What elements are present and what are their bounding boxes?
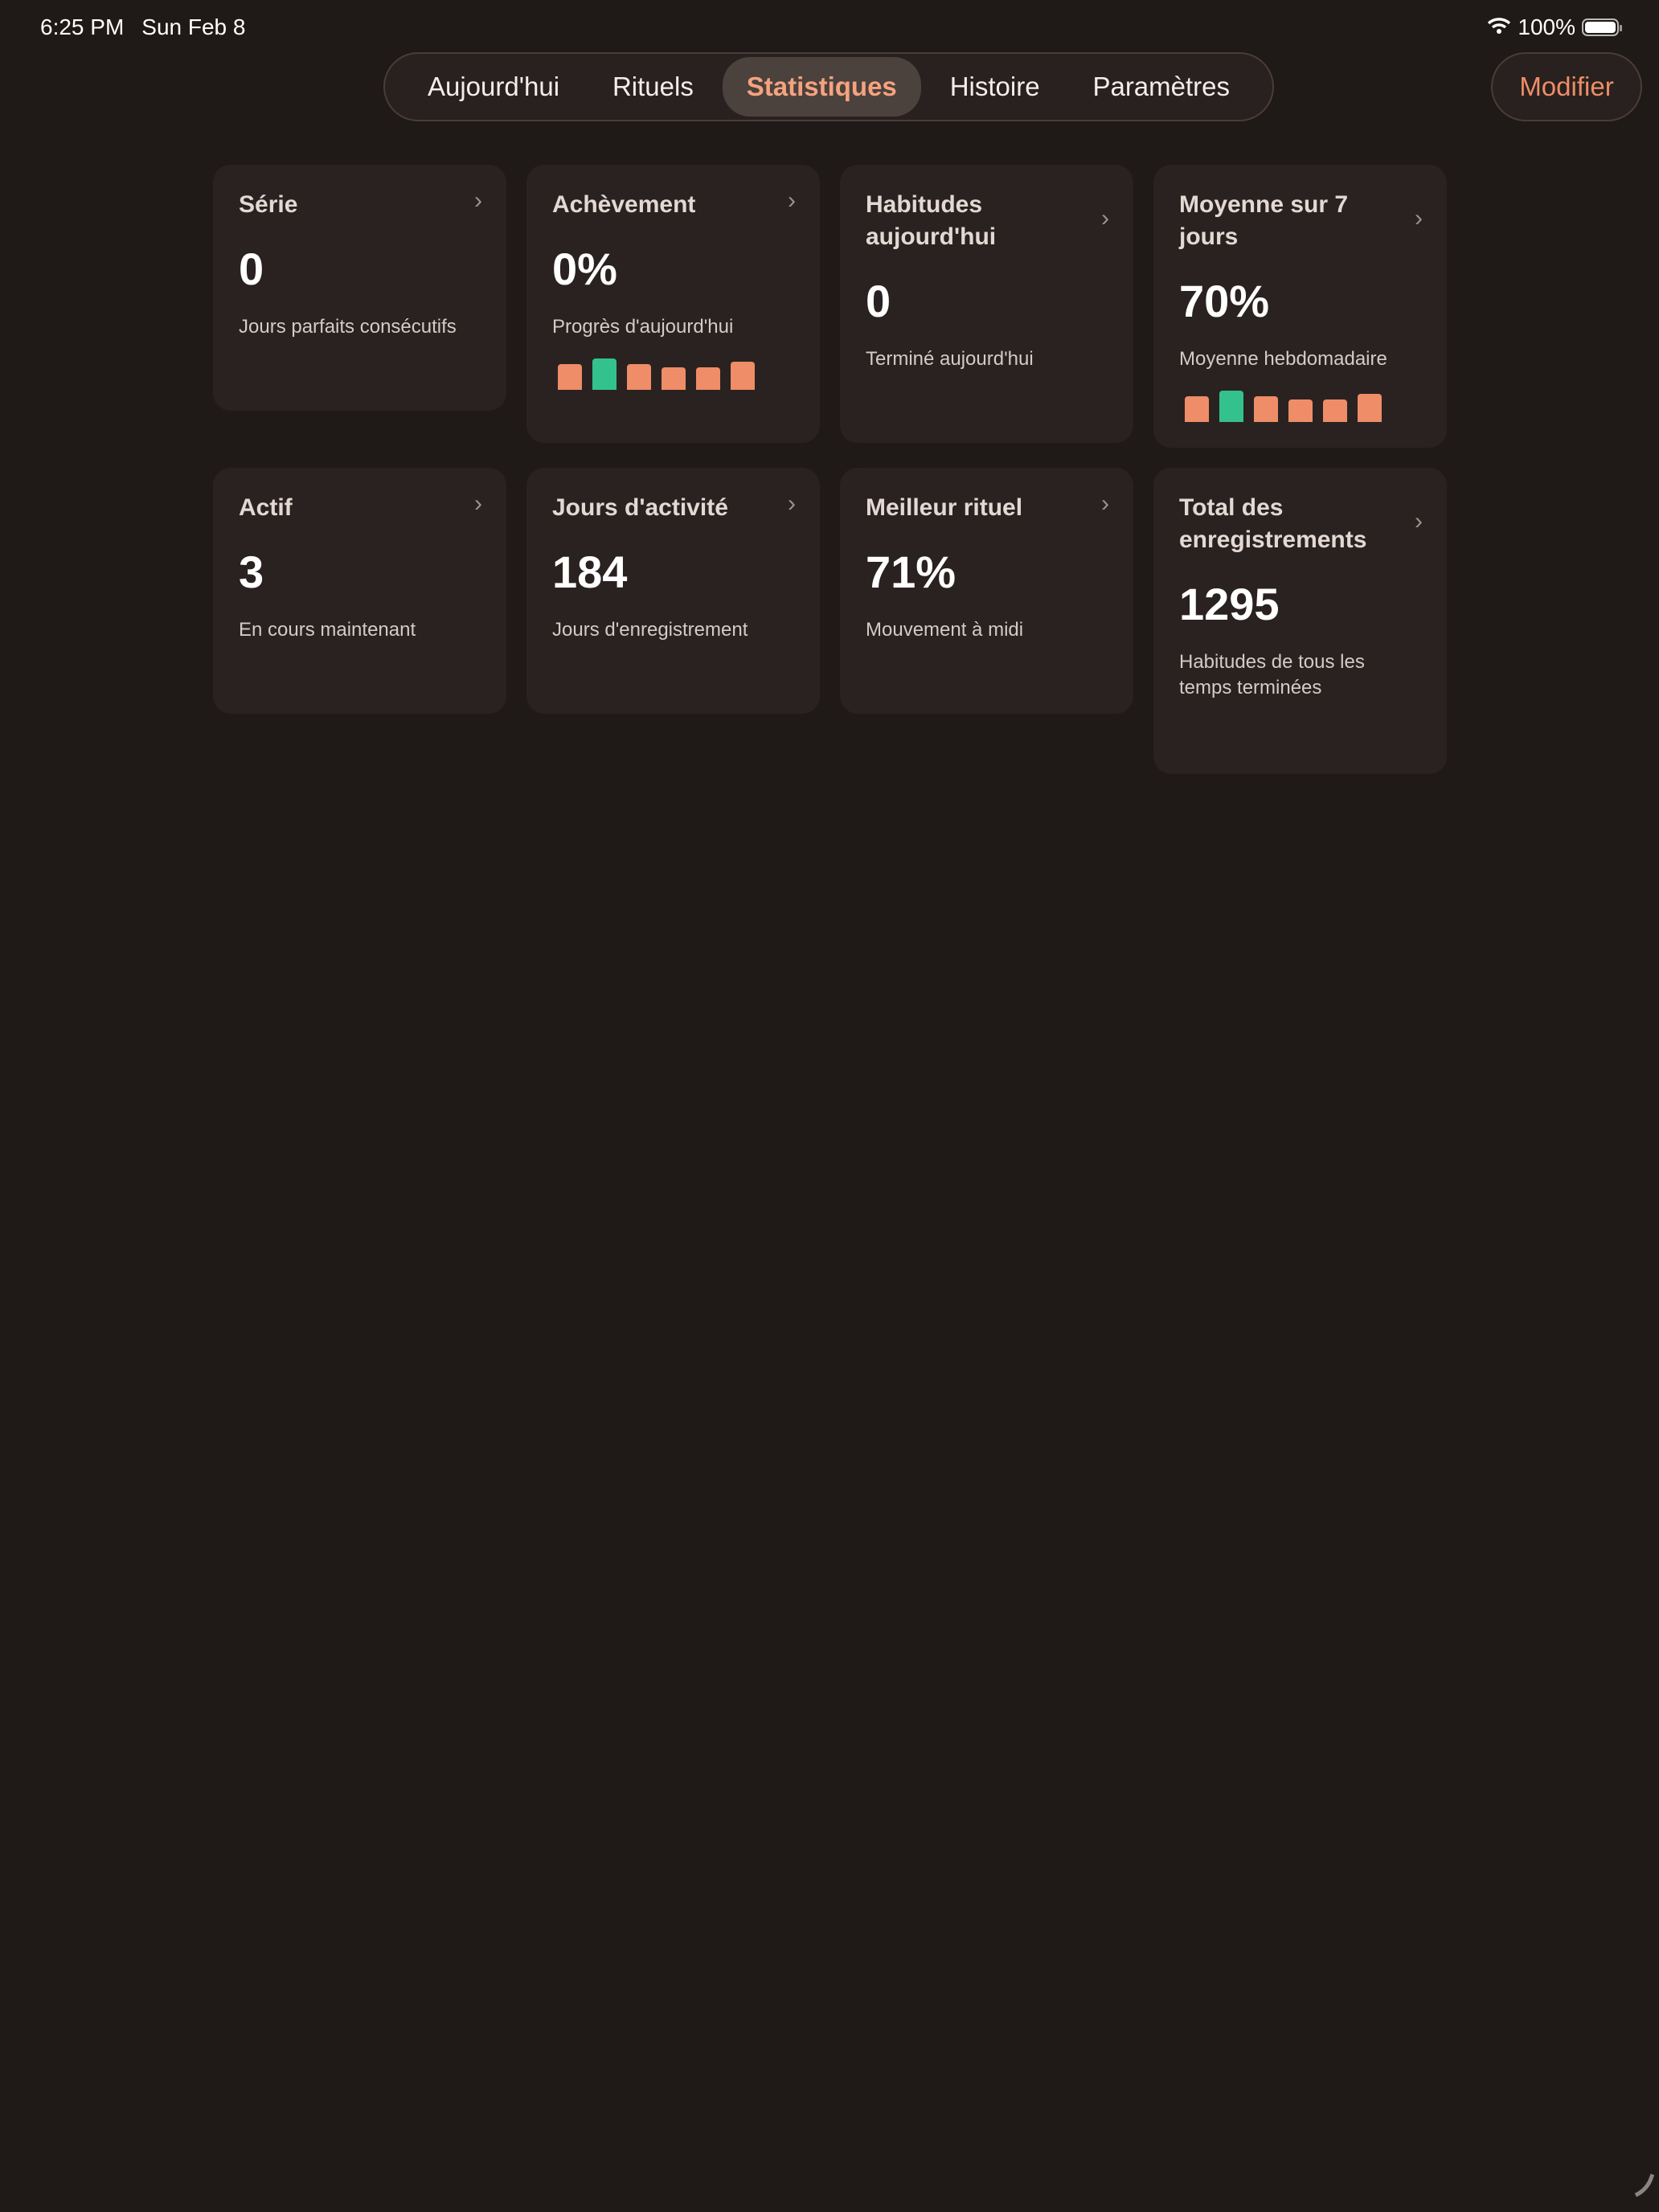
card-value: 1295: [1179, 579, 1280, 629]
battery-percent: 100%: [1518, 14, 1575, 39]
status-date: Sun Feb 8: [141, 14, 246, 39]
mini-bar: [627, 364, 651, 390]
stat-card[interactable]: Série › 0 Jours parfaits consécutifs: [213, 165, 506, 411]
wifi-icon: [1487, 14, 1511, 40]
tab-bar: Aujourd'hui Rituels Statistiques Histoire Pa…: [383, 52, 1274, 121]
card-subtitle: Mouvement à midi: [866, 619, 1024, 641]
tab-statistiques[interactable]: Statistiques: [722, 57, 921, 117]
stat-card[interactable]: Meilleur rituel › 71% Mouvement à midi: [840, 468, 1133, 714]
card-title: Habitudes aujourd'hui: [866, 191, 997, 250]
stat-card[interactable]: Achèvement › 0% Progrès d'aujourd'hui: [526, 165, 820, 443]
chevron-right-icon: ›: [1101, 205, 1109, 231]
card-value: 71%: [866, 547, 956, 597]
mini-bar: [558, 364, 582, 390]
card-value: 3: [239, 547, 264, 597]
mini-bar: [1323, 399, 1347, 422]
card-subtitle: Progrès d'aujourd'hui: [552, 316, 734, 338]
chevron-right-icon: ›: [1415, 205, 1423, 231]
card-title: Jours d'activité: [552, 494, 728, 521]
chevron-right-icon: ›: [474, 490, 482, 517]
mini-bar-chart: [1179, 390, 1421, 422]
card-title: Moyenne sur 7 jours: [1179, 191, 1349, 250]
card-title: Actif: [239, 494, 293, 521]
stat-card[interactable]: Jours d'activité › 184 Jours d'enregistr…: [526, 468, 820, 714]
card-title: Série: [239, 191, 298, 218]
chevron-right-icon: ›: [1415, 508, 1423, 535]
card-title: Meilleur rituel: [866, 494, 1023, 521]
chevron-right-icon: ›: [1101, 490, 1109, 517]
card-subtitle: Jours parfaits consécutifs: [239, 316, 457, 338]
stat-card[interactable]: Moyenne sur 7 jours › 70% Moyenne hebdom…: [1153, 165, 1447, 448]
stats-grid: Série › 0 Jours parfaits consécutifs Achè…: [213, 165, 1448, 774]
card-subtitle: Habitudes de tous les temps terminées: [1179, 651, 1365, 698]
card-value: 184: [552, 547, 628, 597]
card-value: 0%: [552, 244, 617, 294]
resize-handle-icon: [1608, 2162, 1655, 2210]
chevron-right-icon: ›: [474, 187, 482, 214]
mini-bar: [731, 361, 755, 390]
card-subtitle: Terminé aujourd'hui: [866, 348, 1034, 370]
mini-bar: [1254, 396, 1278, 422]
tab-paramètres[interactable]: Paramètres: [1092, 72, 1231, 101]
battery-icon: [1582, 18, 1622, 36]
status-bar: 6:25 PM Sun Feb 8 100%: [40, 11, 1622, 43]
chevron-right-icon: ›: [788, 187, 796, 214]
mini-bar: [592, 358, 616, 390]
edit-button[interactable]: Modifier: [1491, 52, 1642, 121]
mini-bar: [662, 367, 686, 390]
card-value: 0: [866, 276, 891, 326]
chevron-right-icon: ›: [788, 490, 796, 517]
mini-bar: [1288, 399, 1313, 422]
card-subtitle: Moyenne hebdomadaire: [1179, 348, 1387, 370]
status-time: 6:25 PM: [40, 14, 125, 39]
mini-bar: [1185, 396, 1209, 422]
card-title: Achèvement: [552, 191, 696, 218]
tab-aujourd-hui[interactable]: Aujourd'hui: [427, 72, 560, 101]
card-subtitle: Jours d'enregistrement: [552, 619, 748, 641]
mini-bar: [1358, 393, 1382, 422]
card-title: Total des enregistrements: [1179, 494, 1367, 553]
card-subtitle: En cours maintenant: [239, 619, 416, 641]
mini-bar-chart: [552, 358, 794, 390]
card-value: 70%: [1179, 276, 1270, 326]
stat-card[interactable]: Total des enregistrements › 1295 Habitud…: [1153, 468, 1447, 774]
tab-histoire[interactable]: Histoire: [949, 72, 1040, 101]
tab-rituels[interactable]: Rituels: [612, 72, 694, 101]
card-value: 0: [239, 244, 264, 294]
stat-card[interactable]: Habitudes aujourd'hui › 0 Terminé aujour…: [840, 165, 1133, 443]
stat-card[interactable]: Actif › 3 En cours maintenant: [213, 468, 506, 714]
mini-bar: [696, 367, 720, 390]
mini-bar: [1219, 391, 1243, 422]
